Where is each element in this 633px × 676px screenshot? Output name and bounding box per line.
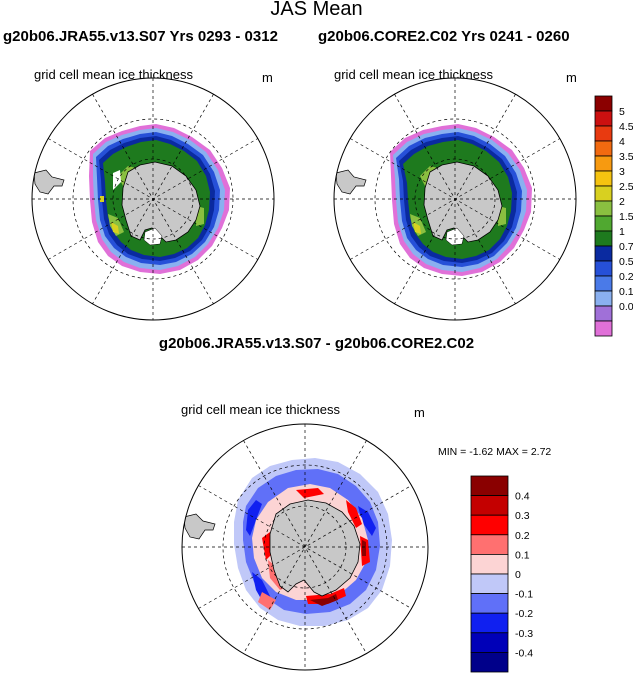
antarctica-landmass (121, 161, 201, 243)
top-left-units: m (262, 70, 273, 85)
difference-title: g20b06.JRA55.v13.S07 - g20b06.CORE2.C02 (158, 335, 475, 352)
thickness-colorbar-swatch (594, 95, 613, 112)
difference-units: m (414, 405, 425, 420)
thickness-colorbar-tick-label: 4 (619, 136, 625, 148)
thickness-colorbar-swatch (594, 245, 613, 262)
max-value: 2.72 (530, 446, 552, 458)
thickness-colorbar-swatch (594, 260, 613, 277)
difference-dark-red-patch (310, 540, 366, 606)
main-title: JAS Mean (270, 0, 363, 20)
ice-thick-yellow (413, 222, 421, 234)
top-left-map-border (31, 77, 275, 321)
difference-colorbar-swatch (470, 593, 509, 614)
difference-colorbar-swatch (470, 573, 509, 595)
difference-colorbar-tick-label: 0.3 (515, 510, 530, 522)
top-right-map-border (333, 77, 577, 321)
south-america-landmass (335, 169, 367, 195)
min-max-readout: MIN = -1.62 MAX = 2.72 (438, 446, 551, 458)
difference-subtitle: grid cell mean ice thickness (181, 402, 340, 417)
min-value: -1.62 (469, 446, 494, 458)
thickness-colorbar-swatch (594, 305, 613, 322)
thickness-colorbar-swatch (594, 230, 613, 247)
top-left-polar-map (32, 78, 274, 320)
south-america-landmass (183, 513, 216, 540)
thickness-colorbar-tick-label: 3 (619, 166, 625, 178)
difference-colorbar-tick-label: 0.1 (515, 549, 530, 561)
top-right-polar-map (334, 78, 576, 320)
thickness-colorbar: 5 4.5 4 3.5 3 2.5 2 1.5 1 0.75 0.5 0.25 0.1 0.05 (594, 95, 633, 337)
thickness-colorbar-tick-label: 2.5 (619, 181, 633, 193)
difference-colorbar-tick-label: 0.2 (515, 530, 530, 542)
difference-colorbar: 0.4 0.3 0.2 0.1 0 -0.1 -0.2 -0.3 -0.4 (470, 475, 533, 673)
min-label: MIN = (438, 446, 467, 458)
thickness-colorbar-swatch (594, 170, 613, 187)
thickness-colorbar-tick-label: 0.5 (619, 256, 633, 268)
thickness-colorbar-swatch (594, 320, 613, 337)
thickness-colorbar-tick-label: 1 (619, 226, 625, 238)
difference-colorbar-swatch (470, 632, 509, 653)
thickness-colorbar-tick-label: 4.5 (619, 121, 633, 133)
difference-colorbar-swatch (470, 652, 509, 673)
thickness-colorbar-swatch (594, 110, 613, 127)
thickness-colorbar-swatch (594, 155, 613, 172)
thickness-colorbar-swatch (594, 125, 613, 142)
antarctica-landmass (423, 161, 503, 243)
ice-thick-yellow (100, 196, 119, 234)
thickness-colorbar-tick-label: 5 (619, 106, 625, 118)
south-america-landmass (33, 169, 65, 195)
difference-colorbar-tick-label: 0 (515, 569, 521, 581)
thickness-colorbar-tick-label: 1.5 (619, 211, 633, 223)
top-right-graticule (334, 78, 576, 320)
difference-colorbar-tick-label: -0.2 (515, 608, 533, 620)
thickness-colorbar-tick-label: 0.05 (619, 301, 633, 313)
difference-graticule (182, 424, 428, 670)
difference-colorbar-swatch (470, 475, 509, 497)
thickness-colorbar-swatch (594, 275, 613, 292)
thickness-colorbar-tick-label: 0.1 (619, 286, 633, 298)
difference-colorbar-swatch (470, 554, 509, 575)
ice-open-water-patch (113, 170, 121, 190)
difference-colorbar-tick-label: -0.3 (515, 628, 533, 640)
top-right-units: m (566, 70, 577, 85)
thickness-colorbar-tick-label: 3.5 (619, 151, 633, 163)
difference-colorbar-tick-label: 0.4 (515, 491, 530, 503)
difference-colorbar-swatch (470, 514, 509, 536)
thickness-colorbar-swatch (594, 185, 613, 202)
top-left-case-title: g20b06.JRA55.v13.S07 Yrs 0293 - 0312 (3, 28, 278, 45)
thickness-colorbar-swatch (594, 140, 613, 157)
thickness-colorbar-tick-label: 0.75 (619, 241, 633, 253)
difference-colorbar-swatch (470, 495, 509, 516)
difference-map-border (181, 423, 429, 671)
difference-light-red-patch (258, 560, 290, 610)
max-label: MAX = (496, 446, 528, 458)
difference-polar-map (182, 424, 428, 670)
top-right-case-title: g20b06.CORE2.C02 Yrs 0241 - 0260 (318, 28, 570, 45)
difference-colorbar-tick-label: -0.4 (515, 647, 533, 659)
difference-colorbar-swatch (470, 534, 509, 555)
thickness-colorbar-tick-label: 2 (619, 196, 625, 208)
difference-deep-blue-band (246, 500, 376, 604)
thickness-colorbar-swatch (594, 215, 613, 232)
difference-colorbar-swatch (470, 612, 509, 634)
difference-colorbar-tick-label: -0.1 (515, 589, 533, 601)
thickness-colorbar-swatch (594, 200, 613, 217)
top-left-graticule (32, 78, 274, 320)
thickness-colorbar-tick-label: 0.25 (619, 271, 633, 283)
thickness-colorbar-swatch (594, 290, 613, 307)
